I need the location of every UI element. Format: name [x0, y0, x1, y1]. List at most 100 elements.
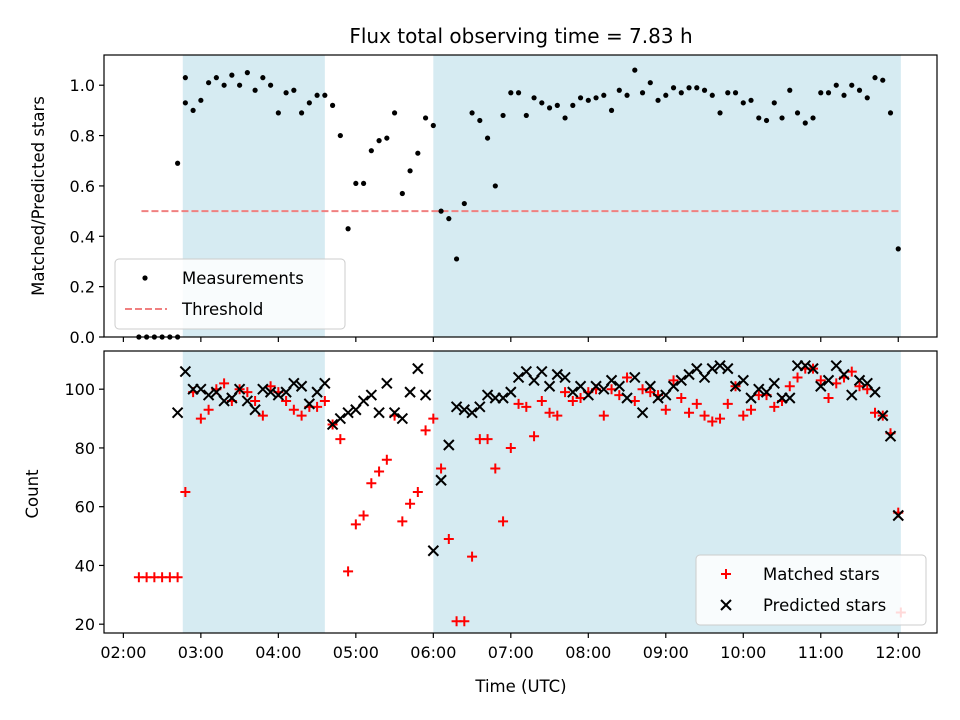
y-tick-label: 20: [75, 615, 95, 634]
predicted-stars-point: [443, 439, 455, 451]
legend-x-icon: [720, 599, 732, 611]
measurement-point: [864, 95, 870, 101]
measurement-point: [849, 82, 855, 88]
measurement-point: [887, 110, 894, 116]
measurement-point: [841, 92, 847, 98]
matched-stars-point: [358, 510, 369, 521]
matched-stars-point: [815, 375, 826, 386]
measurement-point: [732, 90, 739, 96]
predicted-stars-point: [357, 395, 370, 407]
matched-stars-point: [412, 487, 423, 497]
measurement-point: [175, 160, 181, 166]
x-tick-label: 02:00: [100, 643, 146, 662]
axes-frame: [103, 54, 938, 338]
matched-stars-point: [265, 381, 276, 392]
x-tick-label: 10:00: [720, 643, 766, 662]
y-tick-label: 0.6: [70, 177, 95, 196]
measurement-point: [422, 115, 429, 121]
predicted-stars-point: [505, 386, 517, 398]
predicted-stars-point: [412, 362, 424, 375]
predicted-stars-point: [404, 386, 416, 398]
predicted-stars-point: [179, 365, 192, 378]
matched-stars-point: [645, 387, 656, 398]
measurement-point: [438, 208, 444, 214]
measurement-point: [206, 80, 212, 86]
predicted-stars-point: [536, 365, 548, 378]
matched-stars-point: [195, 413, 206, 424]
matched-stars-point: [691, 398, 702, 409]
x-tick-label: 03:00: [178, 643, 224, 662]
measurement-point: [399, 190, 405, 197]
measurement-point: [546, 105, 553, 111]
measurement-point: [647, 80, 653, 86]
predicted-stars-point: [326, 418, 339, 431]
measurement-point: [632, 67, 638, 73]
measurement-point: [477, 117, 483, 124]
predicted-stars-point: [388, 406, 401, 419]
measurement-point: [678, 90, 684, 96]
measurement-point: [515, 90, 522, 96]
matched-stars-point: [854, 381, 865, 392]
predicted-stars-point: [877, 409, 889, 422]
measurement-point: [686, 85, 692, 91]
x-tick-label: 06:00: [410, 643, 456, 662]
predicted-stars-point: [846, 389, 858, 401]
measurement-point: [368, 148, 374, 154]
matched-stars-point: [746, 404, 757, 415]
predicted-stars-point: [567, 386, 579, 398]
predicted-stars-point: [295, 380, 308, 392]
predicted-stars-point: [450, 401, 463, 413]
matched-stars-point: [567, 395, 578, 406]
measurement-point: [252, 87, 258, 93]
predicted-stars-point: [319, 377, 331, 390]
measurement-point: [182, 75, 188, 81]
measurement-point: [500, 112, 506, 119]
matched-stars-point: [366, 478, 377, 489]
x-tick-label: 07:00: [488, 643, 534, 662]
measurement-point: [663, 92, 669, 98]
measurement-point: [229, 72, 235, 78]
measurement-point: [833, 82, 839, 88]
ratio-panel: 0.0 0.2 0.4 0.6 0.8 1.0 Measurements Threshold: [70, 54, 938, 347]
matched-stars-point: [529, 431, 540, 442]
matched-stars-point: [699, 410, 710, 421]
predicted-stars-point: [737, 374, 749, 387]
y-tick-label: 0.4: [70, 227, 95, 246]
measurement-point: [345, 226, 351, 232]
predicted-stars-point: [264, 386, 277, 398]
matched-stars-point: [769, 401, 780, 412]
predicted-stars-point: [381, 377, 393, 390]
y-tick-label: 0.8: [70, 127, 95, 146]
shaded-interval: [433, 55, 901, 337]
count-y-axis-label: Count: [23, 469, 42, 519]
x-tick-label: 04:00: [255, 643, 301, 662]
predicted-stars-point: [512, 371, 525, 384]
predicted-stars-point: [706, 362, 718, 375]
predicted-stars-point: [474, 401, 486, 413]
measurement-point: [717, 110, 723, 116]
measurement-point: [810, 115, 816, 121]
legend-dot-icon: [142, 275, 148, 281]
measurement-point: [492, 183, 498, 189]
predicted-stars-point: [365, 389, 378, 401]
matched-stars-point: [319, 395, 330, 406]
measurement-point: [655, 97, 661, 103]
matched-stars-point: [180, 487, 191, 497]
predicted-stars-point: [559, 371, 571, 384]
measurement-point: [407, 168, 413, 174]
measurement-point: [794, 110, 801, 116]
matched-stars-point: [560, 387, 571, 398]
predicted-stars-point: [884, 430, 897, 442]
matched-stars-point: [862, 384, 873, 395]
predicted-stars-point: [195, 383, 207, 395]
axes-frame: [103, 350, 938, 634]
x-tick-label: 11:00: [798, 643, 844, 662]
measurement-point: [322, 92, 328, 98]
matched-stars-point: [722, 398, 733, 409]
measurement-point: [670, 85, 677, 91]
measurement-point: [415, 150, 421, 156]
matched-stars-point: [684, 407, 695, 418]
matched-stars-point: [296, 410, 307, 421]
matched-stars-point: [350, 519, 361, 530]
